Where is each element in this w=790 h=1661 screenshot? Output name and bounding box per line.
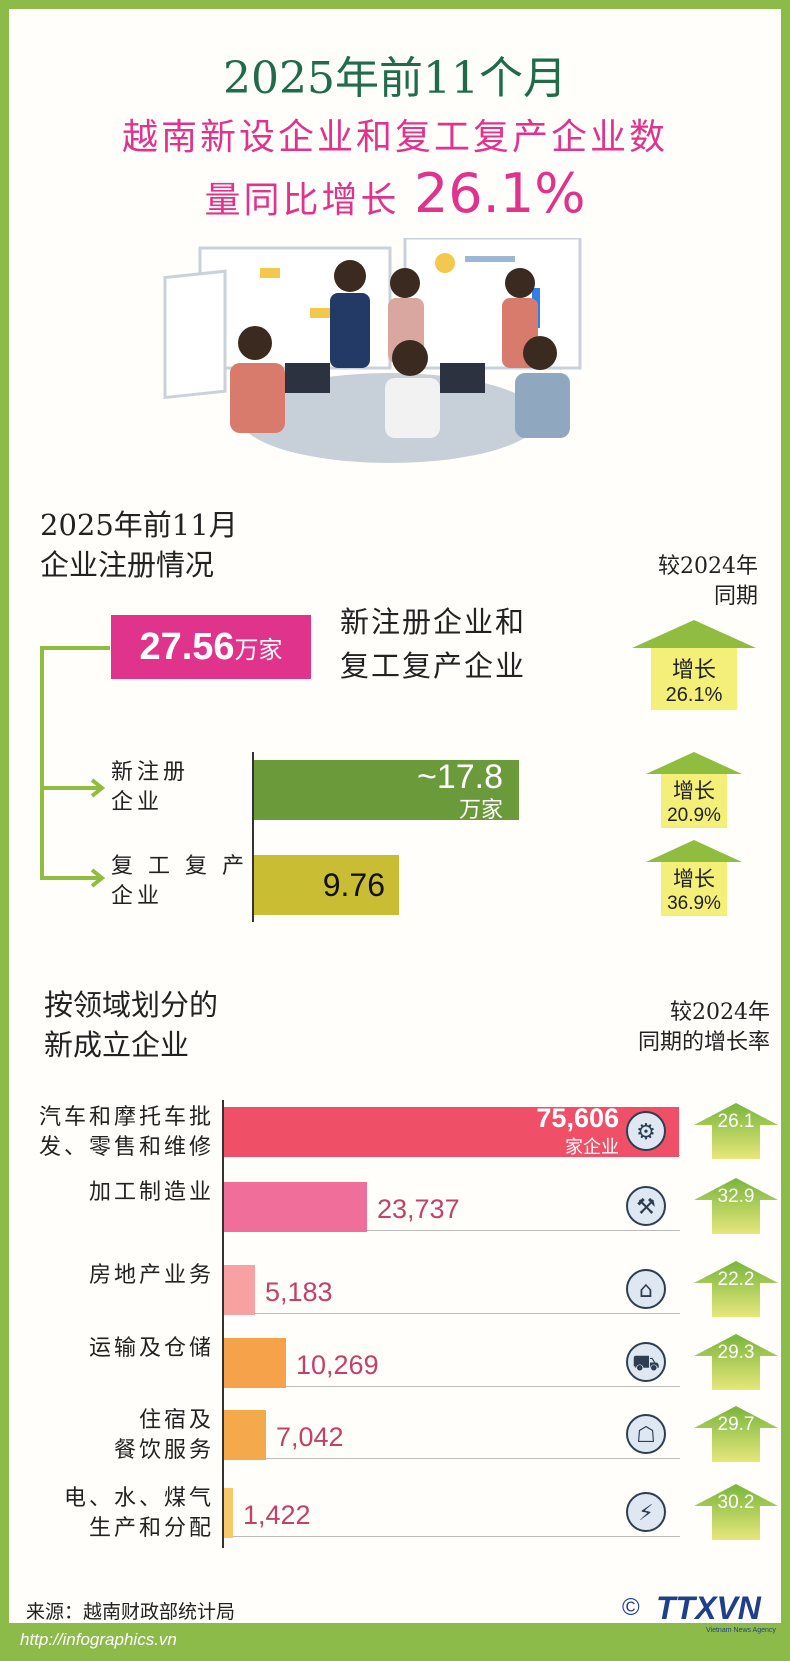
resumed-bar: 9.76 [254,855,399,915]
subtitle-percent: 26.1% [413,162,586,225]
total-growth-arrow: 增长 26.1% [632,620,756,710]
total-label-line1: 新注册企业和 [340,605,527,639]
total-value-box: 27.56 万家 [111,615,311,679]
total-unit: 万家 [234,635,283,664]
resumed-label-line2: 企业 [111,884,164,909]
subtitle-text: 量同比增长 [204,180,400,221]
new-registered-label-line2: 企业 [111,790,164,815]
resumed-label: 复 工 复 产 企业 [111,852,248,912]
resumed-growth-word: 增长 [673,867,715,891]
compare-note-line1: 较2024年 [658,554,758,579]
page-subtitle: 越南新设企业和复工复产企业数 [121,117,668,158]
new-registered-label-line1: 新注册 [111,760,190,785]
resumed-growth-arrow: 增长 36.9% [646,840,742,916]
copyright-symbol: © [622,1594,640,1621]
registration-section-title: 2025年前11月 企业注册情况 [40,505,238,585]
sector-compare-note: 较2024年 同期的增长率 [638,998,770,1058]
new-registered-value: ~17.8 [416,758,503,796]
new-registered-unit: 万家 [458,798,503,823]
ttxvn-logo-sub: Vietnam News Agency [706,1627,776,1634]
page-title: 2025年前11个月 [223,53,567,104]
resumed-growth-value: 36.9% [667,893,721,914]
new-registered-growth-value: 20.9% [667,805,721,826]
business-meeting-illustration [163,238,582,463]
sector-title-line2: 新成立企业 [44,1028,190,1062]
page-subtitle-line2: 量同比增长 26.1% [0,162,790,225]
sector-compare-line1: 较2024年 [670,1000,770,1025]
registration-title-line1: 2025年前11月 [40,508,238,542]
reg-axis-line [252,752,254,922]
sector-title-line1: 按领域划分的 [44,988,219,1022]
registration-title-line2: 企业注册情况 [40,548,215,582]
total-growth-word: 增长 [671,657,716,683]
resumed-label-line1: 复 工 复 产 [111,854,248,879]
total-label: 新注册企业和 复工复产企业 [340,600,526,688]
ttxvn-logo: TTXVN [656,1590,761,1626]
sector-section-title: 按领域划分的 新成立企业 [44,985,218,1065]
new-registered-label: 新注册 企业 [111,758,189,818]
website-url[interactable]: http://infographics.vn [20,1630,177,1649]
registration-compare-note: 较2024年 同期 [658,552,758,612]
resumed-value: 9.76 [322,867,385,903]
total-growth-value: 26.1% [665,683,723,706]
new-registered-bar: ~17.8 万家 [254,758,519,823]
source-note: 来源：越南财政部统计局 [26,1601,236,1623]
total-label-line2: 复工复产企业 [340,649,527,683]
total-value: 27.56 [139,625,235,668]
new-registered-growth-word: 增长 [673,779,715,803]
connector-lines [40,646,110,888]
new-registered-growth-arrow: 增长 20.9% [646,752,742,828]
compare-note-line2: 同期 [713,584,758,609]
sector-compare-line2: 同期的增长率 [637,1030,770,1055]
